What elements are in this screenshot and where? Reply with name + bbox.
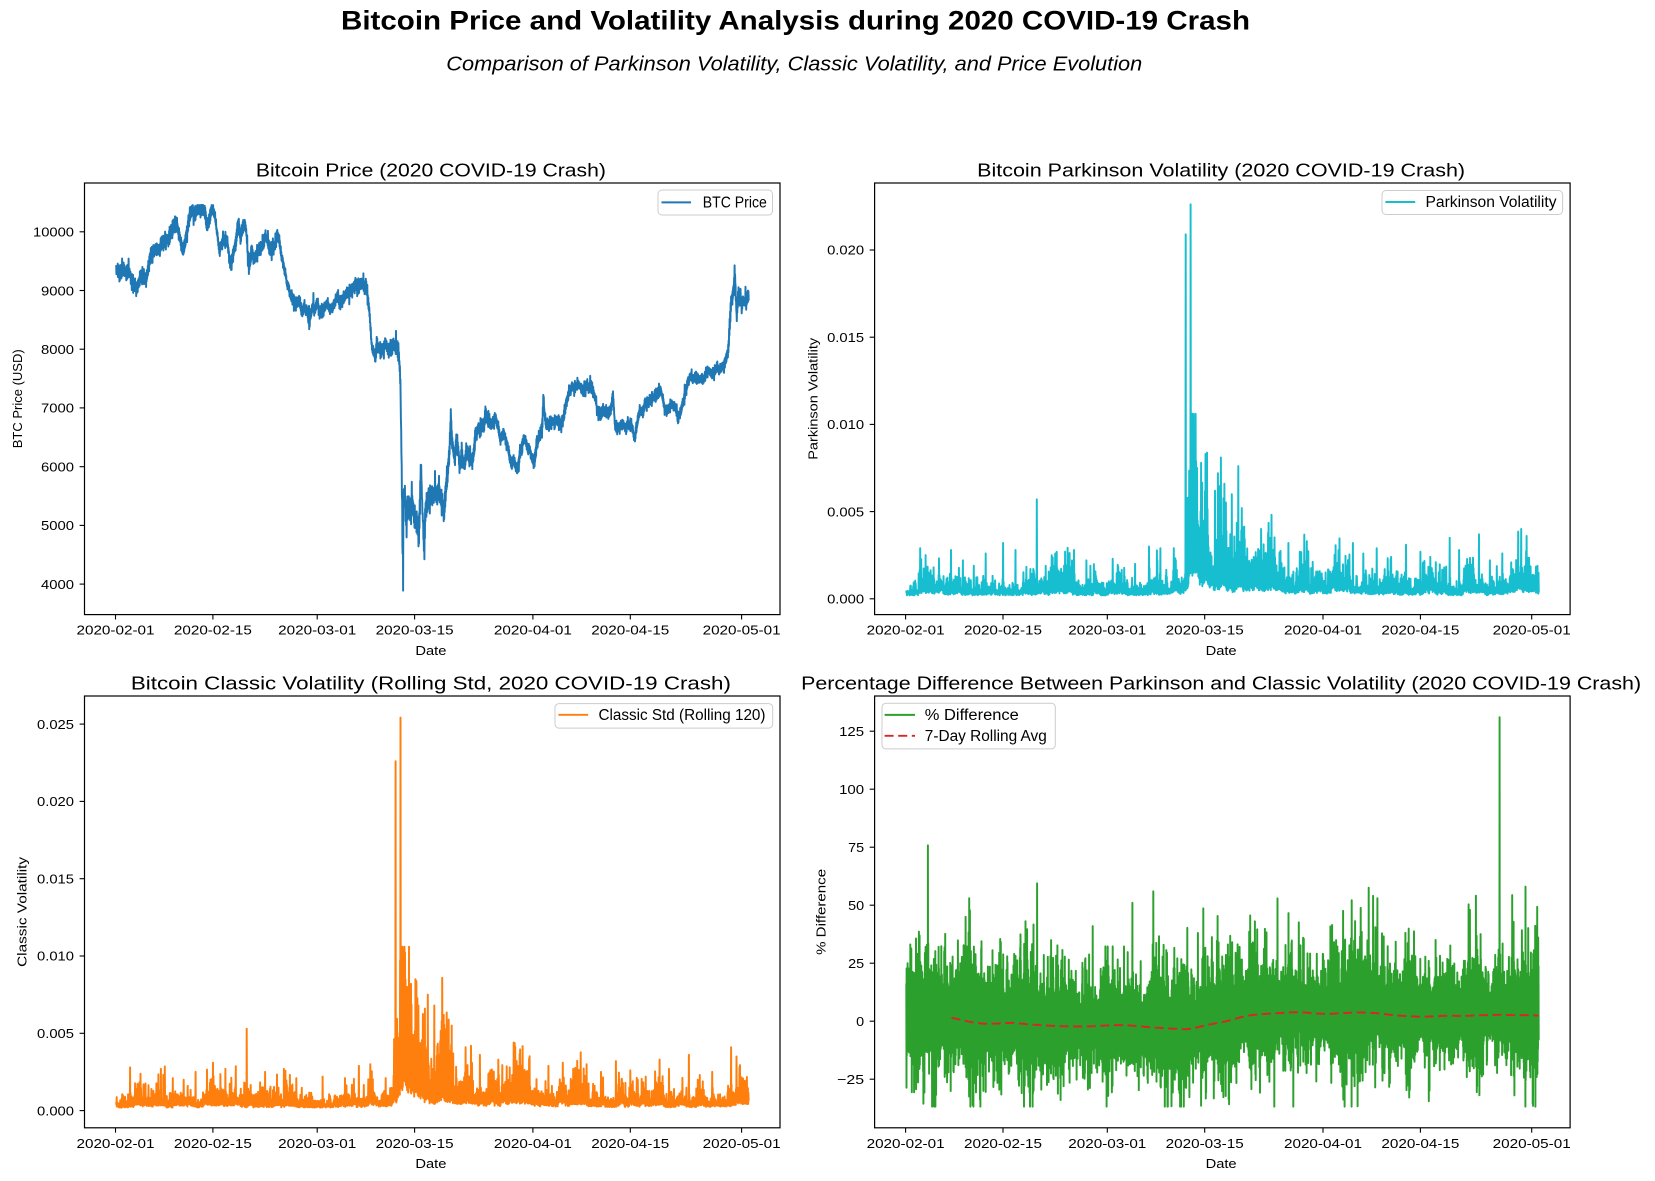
svg-text:BTC Price: BTC Price — [703, 195, 767, 212]
svg-text:Bitcoin Price (2020 COVID-19 C: Bitcoin Price (2020 COVID-19 Crash) — [256, 159, 606, 180]
svg-text:125: 125 — [839, 724, 864, 739]
svg-text:2020-04-01: 2020-04-01 — [494, 623, 572, 638]
svg-text:8000: 8000 — [41, 342, 74, 357]
svg-text:2020-03-15: 2020-03-15 — [1166, 623, 1244, 638]
svg-text:6000: 6000 — [41, 459, 74, 474]
svg-text:100: 100 — [839, 782, 864, 797]
svg-text:2020-04-15: 2020-04-15 — [1381, 623, 1459, 638]
svg-text:0.000: 0.000 — [37, 1103, 74, 1118]
svg-text:0.010: 0.010 — [827, 417, 864, 432]
svg-text:2020-03-15: 2020-03-15 — [1166, 1136, 1244, 1151]
svg-text:0: 0 — [856, 1014, 864, 1029]
svg-text:2020-02-01: 2020-02-01 — [77, 623, 155, 638]
svg-text:5000: 5000 — [41, 518, 74, 533]
svg-text:2020-03-01: 2020-03-01 — [278, 1136, 356, 1151]
svg-text:9000: 9000 — [41, 283, 74, 298]
svg-text:7000: 7000 — [41, 401, 74, 416]
svg-text:Bitcoin Classic Volatility (Ro: Bitcoin Classic Volatility (Rolling Std,… — [131, 672, 731, 693]
svg-text:0.005: 0.005 — [37, 1026, 74, 1041]
svg-text:2020-05-01: 2020-05-01 — [703, 1136, 781, 1151]
svg-text:2020-05-01: 2020-05-01 — [703, 623, 781, 638]
svg-text:0.015: 0.015 — [827, 330, 864, 345]
svg-text:2020-04-01: 2020-04-01 — [494, 1136, 572, 1151]
svg-text:7-Day Rolling Avg: 7-Day Rolling Avg — [925, 728, 1047, 745]
svg-text:Percentage Difference Between: Percentage Difference Between Parkinson … — [801, 672, 1641, 693]
svg-text:2020-02-15: 2020-02-15 — [174, 1136, 252, 1151]
svg-text:2020-02-15: 2020-02-15 — [964, 623, 1042, 638]
svg-text:0.025: 0.025 — [37, 717, 74, 732]
svg-text:2020-02-01: 2020-02-01 — [77, 1136, 155, 1151]
svg-text:25: 25 — [848, 956, 864, 971]
svg-text:0.015: 0.015 — [37, 871, 74, 886]
svg-text:4000: 4000 — [41, 577, 74, 592]
svg-text:0.010: 0.010 — [37, 949, 74, 964]
svg-text:2020-04-15: 2020-04-15 — [591, 1136, 669, 1151]
svg-text:2020-05-01: 2020-05-01 — [1493, 1136, 1571, 1151]
svg-text:Comparison of Parkinson Volati: Comparison of Parkinson Volatility, Clas… — [446, 54, 1142, 76]
svg-text:Classic Std (Rolling 120): Classic Std (Rolling 120) — [599, 707, 766, 724]
svg-text:2020-03-01: 2020-03-01 — [1068, 623, 1146, 638]
svg-text:−25: −25 — [837, 1072, 864, 1087]
svg-text:Classic Volatility: Classic Volatility — [15, 856, 30, 966]
svg-text:75: 75 — [848, 840, 864, 855]
svg-text:2020-03-15: 2020-03-15 — [376, 1136, 454, 1151]
svg-text:0.000: 0.000 — [827, 592, 864, 607]
svg-text:2020-03-01: 2020-03-01 — [278, 623, 356, 638]
svg-text:Bitcoin Price and Volatility A: Bitcoin Price and Volatility Analysis du… — [341, 6, 1250, 36]
svg-text:Date: Date — [1206, 1156, 1237, 1171]
svg-text:Date: Date — [1206, 643, 1237, 658]
svg-text:% Difference: % Difference — [925, 707, 1019, 724]
svg-text:0.005: 0.005 — [827, 504, 864, 519]
svg-text:2020-02-01: 2020-02-01 — [867, 623, 945, 638]
svg-text:Date: Date — [415, 1156, 446, 1171]
svg-text:2020-02-15: 2020-02-15 — [964, 1136, 1042, 1151]
svg-text:2020-02-15: 2020-02-15 — [174, 623, 252, 638]
svg-text:2020-04-01: 2020-04-01 — [1284, 623, 1362, 638]
svg-text:2020-05-01: 2020-05-01 — [1493, 623, 1571, 638]
svg-text:Date: Date — [415, 643, 446, 658]
svg-text:% Difference: % Difference — [814, 869, 829, 955]
svg-text:10000: 10000 — [33, 225, 74, 240]
svg-text:Parkinson Volatility: Parkinson Volatility — [805, 337, 820, 459]
svg-text:50: 50 — [848, 898, 864, 913]
svg-text:Parkinson Volatility: Parkinson Volatility — [1426, 194, 1557, 211]
svg-text:2020-03-01: 2020-03-01 — [1068, 1136, 1146, 1151]
svg-text:BTC Price (USD): BTC Price (USD) — [10, 349, 25, 448]
svg-text:2020-04-15: 2020-04-15 — [591, 623, 669, 638]
svg-text:Bitcoin Parkinson Volatility (: Bitcoin Parkinson Volatility (2020 COVID… — [977, 159, 1465, 180]
svg-text:2020-02-01: 2020-02-01 — [867, 1136, 945, 1151]
svg-text:0.020: 0.020 — [827, 243, 864, 258]
svg-text:0.020: 0.020 — [37, 794, 74, 809]
svg-text:2020-04-01: 2020-04-01 — [1284, 1136, 1362, 1151]
svg-text:2020-04-15: 2020-04-15 — [1381, 1136, 1459, 1151]
svg-text:2020-03-15: 2020-03-15 — [376, 623, 454, 638]
